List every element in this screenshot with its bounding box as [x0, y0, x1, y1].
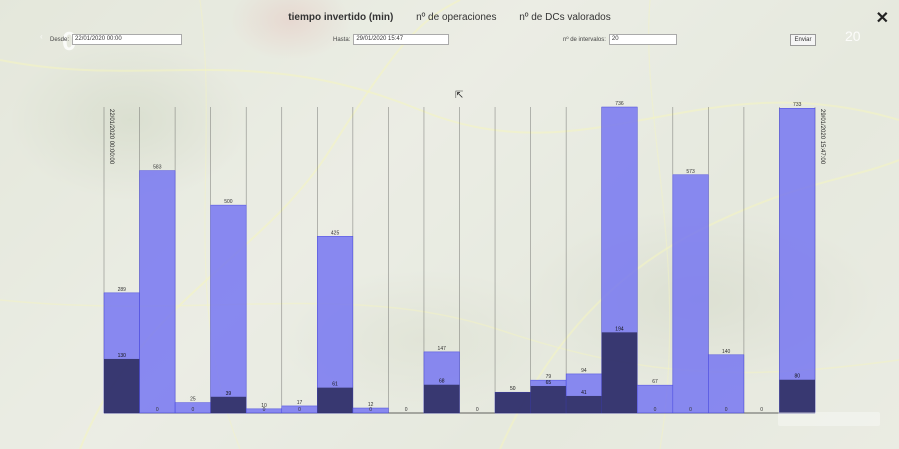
bar-dark-label: 0	[298, 407, 301, 413]
bar-total-label: 79	[546, 374, 552, 380]
tab-num-operaciones[interactable]: nº de operaciones	[416, 12, 497, 23]
prev-arrow-icon[interactable]: ‹	[40, 32, 43, 41]
bar-dark-label: 41	[581, 390, 587, 396]
bar-dark-label: 0	[689, 407, 692, 413]
bar-dark-label: 65	[546, 380, 552, 386]
nav-right-number[interactable]: 20	[845, 28, 861, 44]
close-icon[interactable]: ✕	[875, 10, 889, 27]
bar-total-label: 94	[581, 368, 587, 374]
intervalos-input[interactable]: 20	[608, 34, 677, 45]
map-attribution	[778, 412, 880, 426]
bar-dark-label: 0	[476, 407, 479, 413]
bar-dark-label: 80	[794, 374, 800, 380]
hasta-input[interactable]: 29/01/2020 15:47	[353, 34, 450, 45]
bar-total-label: 147	[438, 346, 447, 352]
hasta-label: Hasta:	[333, 36, 351, 43]
bar-total-label: 500	[224, 199, 233, 205]
intervalos-label: nº de intervalos:	[563, 36, 606, 43]
bar-dark-label: 39	[226, 391, 232, 397]
bar-dark-label: 130	[118, 353, 127, 359]
bar-total	[708, 354, 745, 414]
start-date-label: 22/01/2020 00:00:00	[108, 109, 114, 165]
tab-num-dcs[interactable]: nº de DCs valorados	[519, 12, 611, 23]
desde-input[interactable]: 22/01/2020 00:00	[72, 34, 183, 45]
bar-dark-label: 0	[191, 407, 194, 413]
bar-total-label: 733	[793, 102, 802, 108]
bar-dark	[104, 358, 140, 413]
bar-dark	[495, 392, 531, 413]
metric-tabs: tiempo invertido (min) nº de operaciones…	[0, 12, 899, 23]
bar-dark-label: 68	[439, 379, 445, 385]
end-date-label: 29/01/2020 15:47:00	[819, 109, 825, 165]
bar-total-label: 12	[368, 402, 374, 408]
bar-dark-label: 0	[760, 407, 763, 413]
bar-dark	[317, 387, 353, 413]
mouse-cursor-icon: ⇱	[455, 90, 464, 101]
bar-total	[352, 407, 389, 414]
bar-total-label: 573	[686, 169, 695, 175]
bar-dark-label: 61	[332, 382, 338, 388]
bar-dark-label: 194	[615, 326, 624, 332]
nav-left-number[interactable]: 0	[62, 26, 77, 56]
bar-dark	[210, 396, 247, 413]
bar-total-label: 425	[331, 230, 340, 236]
tab-tiempo-invertido[interactable]: tiempo invertido (min)	[288, 12, 394, 23]
bar-dark-label: 0	[654, 407, 657, 413]
bar-dark-label: 0	[725, 407, 728, 413]
bar-total-label: 140	[722, 349, 731, 355]
bar-total-label: 25	[190, 397, 196, 403]
bar-total-label: 583	[153, 165, 162, 171]
bar-dark	[423, 384, 460, 413]
bar-total	[139, 170, 176, 414]
hasta-field: Hasta: 29/01/2020 15:47	[333, 34, 450, 45]
bar-dark	[566, 395, 602, 413]
bar-total	[672, 174, 709, 414]
desde-field: Desde: 22/01/2020 00:00	[50, 34, 183, 45]
bar-dark-label: 0	[156, 407, 159, 413]
bar-total	[779, 107, 816, 414]
bar-dark-label: 0	[405, 407, 408, 413]
bar-total-label: 10	[261, 403, 267, 409]
bar-total-label: 67	[652, 379, 658, 385]
bar-dark	[530, 385, 567, 413]
bar-total	[317, 236, 354, 414]
desde-label: Desde:	[50, 36, 70, 43]
bar-total-label: 289	[118, 287, 127, 293]
bar-dark-label: 50	[510, 386, 516, 392]
bar-dark-label: 0	[369, 407, 372, 413]
bar-total-label: 736	[615, 101, 624, 107]
bar-dark	[601, 332, 638, 413]
bar-total	[637, 384, 674, 414]
bar-total-label: 17	[297, 400, 303, 406]
bar-dark	[779, 379, 815, 413]
send-button[interactable]: Enviar	[790, 34, 816, 46]
bar-total	[210, 204, 247, 414]
bar-dark-label: 0	[263, 407, 266, 413]
intervalos-field: nº de intervalos: 20	[563, 34, 677, 45]
